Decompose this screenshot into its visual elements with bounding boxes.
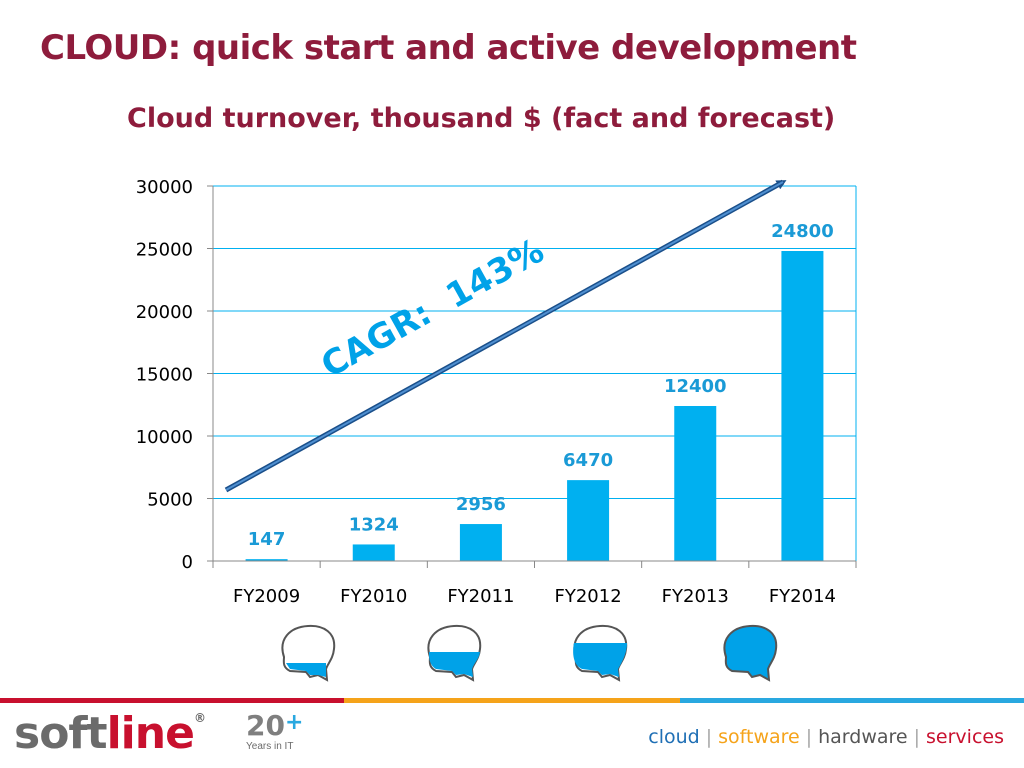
registered-mark: ® [193, 711, 206, 725]
y-tick-label: 30000 [136, 177, 193, 198]
footer-line-orange [344, 698, 680, 703]
data-label: 12400 [664, 376, 727, 397]
cagr-annotation: CAGR: 143% [315, 231, 551, 386]
labels: 0 5000 10000 15000 20000 25000 30000 147 FY2009 1… [136, 177, 836, 607]
data-label: 2956 [456, 494, 506, 515]
head-outline-icon-1 [281, 624, 336, 682]
bar [674, 406, 717, 561]
data-label: 1324 [349, 514, 399, 535]
footer-line-red [0, 698, 344, 703]
tagline-software: software [718, 726, 800, 748]
axes [207, 185, 857, 568]
head-outline-icon-2 [427, 624, 482, 682]
y-tick-label: 20000 [136, 302, 193, 323]
data-label: 24800 [771, 221, 834, 242]
x-tick-label: FY2014 [769, 586, 836, 607]
y-tick-label: 10000 [136, 427, 193, 448]
head-outline-icon-3 [573, 624, 628, 682]
x-tick-label: FY2009 [233, 586, 300, 607]
x-tick-label: FY2012 [554, 586, 621, 607]
gridlines [213, 185, 856, 499]
tagline-hardware: hardware [818, 726, 908, 748]
bar [245, 559, 288, 561]
bar [781, 251, 824, 561]
bar [352, 544, 395, 561]
chart: 0 5000 10000 15000 20000 25000 30000 147 FY2009 1… [136, 177, 857, 682]
data-label: 147 [248, 529, 286, 550]
data-label: 6470 [563, 450, 613, 471]
footer-line-blue [680, 698, 1024, 703]
x-tick-label: FY2013 [662, 586, 729, 607]
tagline-separator: | [805, 726, 813, 748]
tagline-separator: | [913, 726, 921, 748]
anniversary-plus: + [284, 710, 304, 735]
logo-prefix: soft [14, 708, 108, 759]
tagline-separator: | [705, 726, 713, 748]
bar [567, 480, 610, 561]
tagline-cloud: cloud [648, 726, 700, 748]
x-tick-label: FY2011 [447, 586, 514, 607]
anniversary-text: Years in IT [246, 741, 294, 752]
softline-logo: softline® [14, 711, 206, 756]
y-tick-label: 0 [182, 552, 193, 573]
y-tick-label: 5000 [147, 490, 193, 511]
tagline: cloud | software | hardware | services [648, 726, 1004, 748]
logo-suffix: line [106, 708, 195, 759]
slide-title: CLOUD: quick start and active developmen… [40, 28, 857, 68]
chart-title-text: Cloud turnover, thousand $ (fact and for… [127, 103, 836, 134]
anniversary-badge: 20+ Years in IT [246, 712, 303, 752]
head-outline-icon-4 [723, 624, 778, 682]
bars [245, 251, 824, 561]
x-tick-label: FY2010 [340, 586, 407, 607]
tagline-services: services [926, 726, 1004, 748]
anniversary-number: 20 [246, 709, 285, 742]
y-tick-label: 15000 [136, 365, 193, 386]
bar [459, 524, 502, 561]
y-tick-label: 25000 [136, 240, 193, 261]
